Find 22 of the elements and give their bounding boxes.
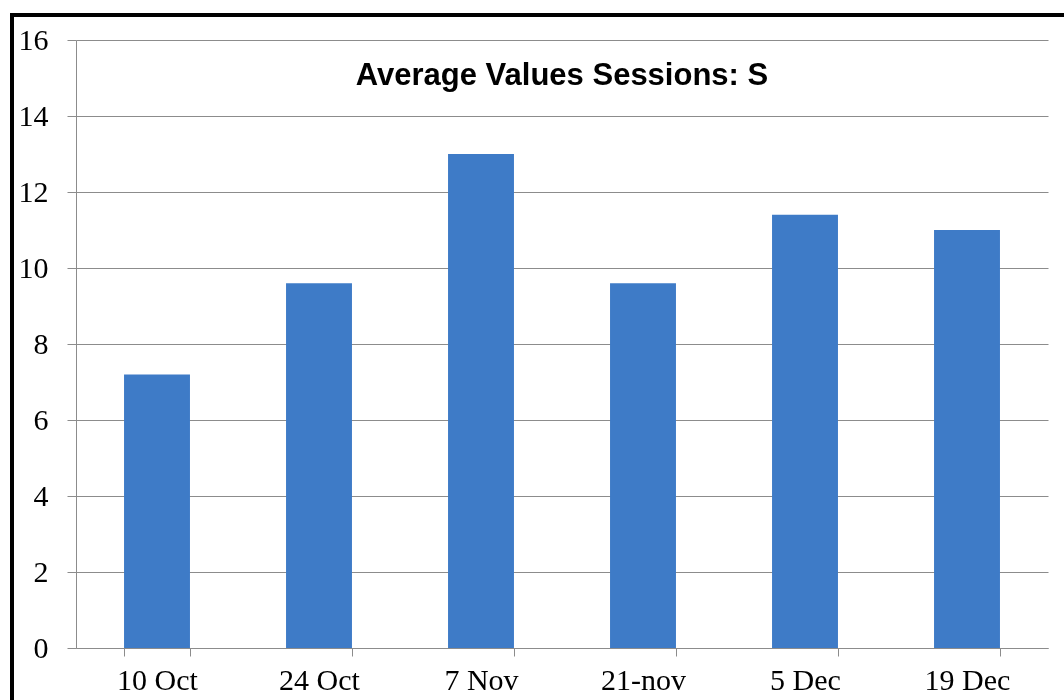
y-tick-label: 10 [18,250,49,284]
bar [286,283,352,648]
y-tick-label: 2 [33,554,49,588]
x-tick-label: 10 Oct [117,662,199,696]
y-tick-label: 12 [18,174,49,208]
y-tick-label: 8 [33,326,49,360]
bar [934,230,1000,648]
x-tick-label: 21-nov [601,662,686,696]
text: Average Values Sessions: S [355,57,769,92]
y-tick-label: 16 [18,22,49,56]
bar [772,214,838,648]
x-tick-label: 7 Nov [444,662,519,696]
bar [124,374,190,648]
y-tick-label: 14 [18,98,49,132]
y-tick-label: 4 [33,478,49,512]
x-tick-label: 5 Dec [770,662,841,696]
x-tick-label: 19 Dec [924,662,1011,696]
x-tick-label: 24 Oct [279,662,361,696]
bar [448,154,514,648]
y-tick-label: 0 [33,630,49,664]
bar [610,283,676,648]
y-tick-label: 6 [33,402,49,436]
